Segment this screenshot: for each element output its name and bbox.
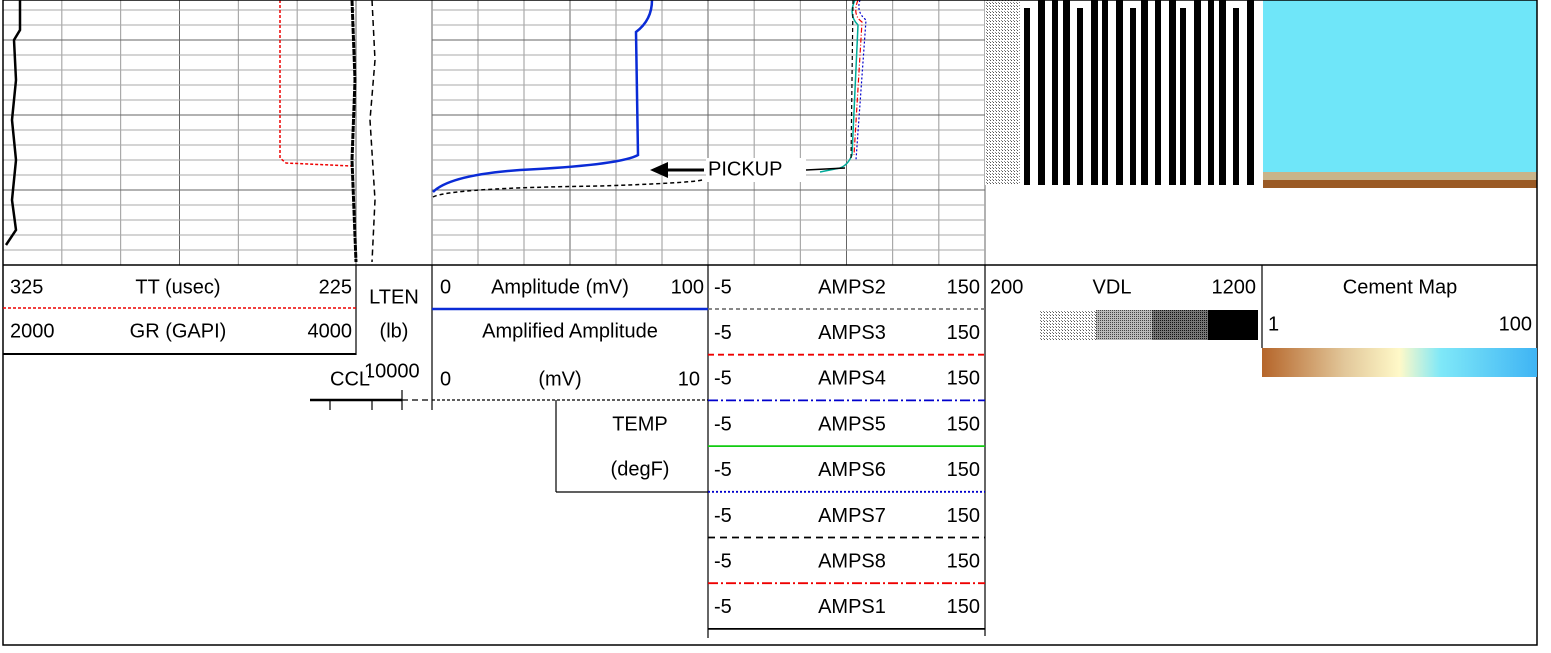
vdl-stripe [1024,8,1030,185]
curve [853,0,863,156]
unit: (lb) [380,320,409,342]
vdl-stripe [1116,0,1123,185]
scale-min: -5 [714,550,732,572]
curve-name: AMPS3 [818,322,886,344]
scale-max: 150 [947,322,980,344]
unit: (mV) [538,368,581,390]
curve-name: VDL [1093,276,1132,298]
scale-min: -5 [714,368,732,390]
unit: (degF) [611,458,670,480]
label-bg [328,368,368,392]
vdl-stripe [1194,0,1201,185]
curve-name: Amplified Amplitude [482,320,658,342]
curve [279,0,353,167]
scale-min: 200 [990,276,1023,298]
scale-max: 225 [319,276,352,298]
curve-name: AMPS6 [818,459,886,481]
cement-band [1263,180,1537,188]
curve-name: AMPS5 [818,413,886,435]
scale-max: 10 [678,368,700,390]
frame [2,0,1538,646]
scale-max: 150 [947,368,980,390]
vdl-stripe [1063,0,1070,185]
scale-max: 150 [947,550,980,572]
header-lines [3,265,1263,638]
vdl-scale [1096,310,1152,340]
cement-fill [1263,172,1537,180]
vdl-noise [985,0,1020,185]
curve-name: Amplitude (mV) [491,276,629,298]
curve [369,0,376,263]
curve-name: LTEN [369,286,419,308]
vdl-stripe [1233,8,1239,185]
leader [805,167,846,171]
scale-max: 10000 [364,360,420,382]
vdl-stripe [1180,8,1186,185]
vdl-stripe [1169,0,1176,185]
curve [819,0,859,173]
scale-min: -5 [714,596,732,618]
curve [850,0,854,161]
scale-max: 150 [947,459,980,481]
curve-name: TT (usec) [135,276,220,298]
vdl-scale [1152,310,1208,340]
curve-name: CCL [330,368,370,390]
curve-name: AMPS1 [818,596,886,618]
curve-name: TEMP [612,413,668,435]
scale-max: 100 [1499,313,1532,335]
scale-min: 2000 [10,320,55,342]
scale-min: 0 [440,276,451,298]
vdl-scale [1040,310,1096,340]
scale-max: 150 [947,413,980,435]
vdl-stripe [1077,8,1083,185]
grid [2,0,986,265]
vdl-stripe [1247,0,1254,185]
curve [432,0,654,193]
curve-name: AMPS2 [818,276,886,298]
vdl-stripe [1102,0,1108,185]
cement-scale [1262,348,1537,377]
scale-min: 1 [1268,313,1279,335]
vdl-stripe [1208,0,1214,185]
scale-max: 150 [947,505,980,527]
scale-min: 0 [440,368,451,390]
curve [4,0,22,246]
curve [350,0,358,263]
vdl-image [1024,0,1254,185]
curve [432,179,703,198]
scale-min: 325 [10,276,43,298]
curve-name: Cement Map [1343,276,1458,298]
scale-min: -5 [714,505,732,527]
scale-max: 150 [947,596,980,618]
vdl-stripe [1219,0,1226,185]
vdl-stripe [1052,0,1058,185]
scale-max: 1200 [1212,276,1257,298]
vdl-stripe [1155,0,1161,185]
scale-max: 4000 [308,320,353,342]
vdl-stripe [1130,8,1136,185]
vdl-stripe [1091,0,1098,185]
vdl-stripe [1141,0,1148,185]
amps-legend: -5 AMPS2 150 -5 AMPS3 150 -5 AMPS4 150 -5 AMPS5 150… [708,276,985,630]
vdl-scale [1208,310,1258,340]
vdl-stripe [1038,0,1045,185]
scale-min: -5 [714,322,732,344]
curve-name: GR (GAPI) [130,320,227,342]
label-bg [706,158,806,182]
curve [855,0,867,161]
scale-max: 100 [671,276,704,298]
scale-max: 150 [947,276,980,298]
scale-min: -5 [714,459,732,481]
curve-name: AMPS7 [818,505,886,527]
annotation: PICKUP [708,158,782,180]
curve-name: AMPS8 [818,550,886,572]
scale-min: -5 [714,413,732,435]
curve-name: AMPS4 [818,368,886,390]
cement-fill [1263,0,1537,172]
scale-min: -5 [714,276,732,298]
arrow-head [650,162,668,178]
